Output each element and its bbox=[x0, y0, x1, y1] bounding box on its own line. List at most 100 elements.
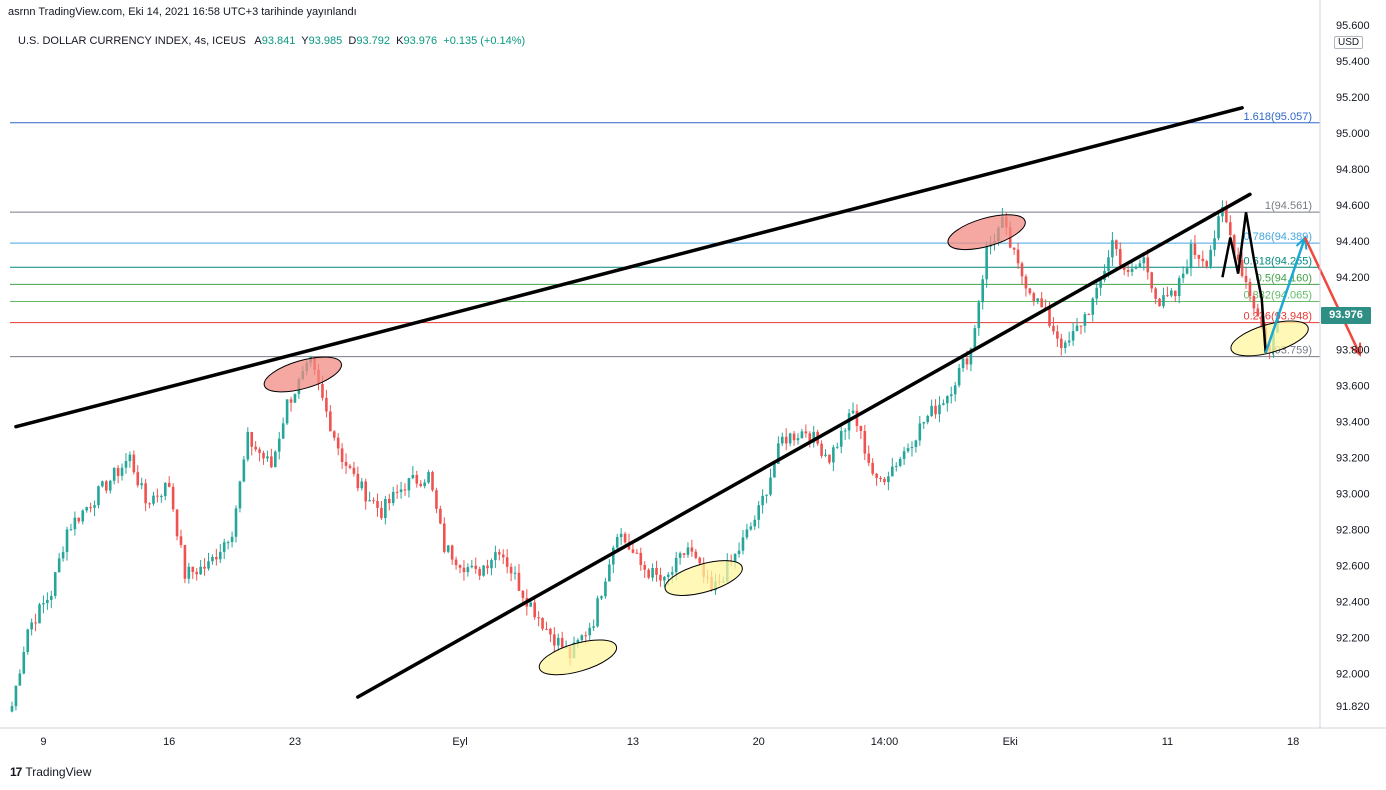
symbol-legend: U.S. DOLLAR CURRENCY INDEX, 4s, ICEUS A9… bbox=[18, 35, 525, 47]
publish-info: asrnn TradingView.com, Eki 14, 2021 16:5… bbox=[8, 6, 357, 18]
pattern-path bbox=[1221, 212, 1267, 353]
candle-body bbox=[891, 466, 894, 477]
y-tick-label: 93.800 bbox=[1336, 344, 1370, 356]
candle-body bbox=[898, 458, 902, 466]
y-tick-label: 93.000 bbox=[1336, 488, 1370, 500]
candle-body bbox=[796, 438, 800, 441]
change-value: +0.135 (+0.14%) bbox=[443, 35, 526, 47]
candle-body bbox=[105, 481, 108, 491]
candle-body bbox=[902, 451, 906, 459]
candle-body bbox=[910, 447, 914, 449]
y-tick-label: 93.400 bbox=[1336, 416, 1370, 428]
candle-body bbox=[839, 430, 843, 447]
tradingview-logo[interactable]: 17 TradingView bbox=[10, 765, 91, 779]
candle-body bbox=[211, 556, 214, 562]
candle-body bbox=[42, 603, 45, 605]
candle-body bbox=[1166, 295, 1169, 297]
candle-body bbox=[737, 550, 741, 554]
candle-body bbox=[859, 426, 863, 431]
y-tick-label: 94.800 bbox=[1336, 164, 1370, 176]
candle-body bbox=[745, 529, 749, 538]
x-tick-label: 18 bbox=[1287, 736, 1299, 748]
candle-body bbox=[1126, 269, 1130, 272]
candle-body bbox=[1197, 254, 1201, 259]
candle-body bbox=[812, 431, 816, 443]
candle-body bbox=[1205, 261, 1209, 267]
candle-body bbox=[957, 368, 961, 386]
candle-body bbox=[470, 565, 474, 568]
y-tick-label: 94.400 bbox=[1336, 236, 1370, 248]
candle-body bbox=[529, 602, 533, 607]
symbol-name[interactable]: U.S. DOLLAR CURRENCY INDEX, 4s, ICEUS bbox=[18, 35, 246, 47]
resistance-touch-2 bbox=[947, 214, 1026, 251]
high-label: Y bbox=[301, 35, 309, 47]
candle-body bbox=[1032, 293, 1036, 302]
candle-body bbox=[1130, 268, 1134, 272]
chart-drawings bbox=[14, 106, 1362, 699]
y-tick-label: 95.400 bbox=[1336, 56, 1370, 68]
candle-body bbox=[961, 358, 965, 369]
candle-body bbox=[584, 635, 588, 637]
close-value: 93.976 bbox=[403, 35, 438, 47]
candle-body bbox=[690, 547, 694, 552]
candle-body bbox=[918, 423, 922, 441]
candle-body bbox=[879, 478, 882, 480]
candle-body bbox=[435, 490, 438, 509]
candle-body bbox=[321, 383, 324, 398]
candle-body bbox=[93, 505, 96, 508]
candle-body bbox=[289, 399, 293, 403]
candle-body bbox=[1177, 278, 1181, 297]
fib-level-label: 0.5(94.160) bbox=[1256, 272, 1312, 284]
candle-body bbox=[344, 461, 348, 466]
candle-body bbox=[894, 465, 898, 467]
candle-body bbox=[148, 503, 151, 505]
candle-body bbox=[545, 628, 548, 630]
candle-body bbox=[144, 483, 147, 504]
candle-body bbox=[1056, 331, 1059, 339]
candle-body bbox=[914, 440, 918, 448]
candle-body bbox=[1201, 258, 1205, 262]
candle-body bbox=[615, 537, 619, 548]
x-tick-label: 14:00 bbox=[871, 736, 899, 748]
candle-body bbox=[57, 558, 61, 573]
candle-body bbox=[1217, 216, 1220, 239]
currency-selector[interactable]: USD bbox=[1334, 36, 1364, 49]
candle-body bbox=[804, 431, 808, 434]
candle-body bbox=[234, 508, 238, 537]
candle-body bbox=[399, 489, 403, 492]
candle-body bbox=[922, 422, 926, 424]
candle-body bbox=[128, 454, 132, 462]
candle-body bbox=[431, 472, 434, 491]
candle-body bbox=[694, 551, 698, 558]
candle-body bbox=[18, 673, 22, 686]
y-tick-label: 94.200 bbox=[1336, 272, 1370, 284]
candle-body bbox=[981, 279, 985, 303]
candle-body bbox=[22, 652, 26, 674]
candle-body bbox=[395, 491, 399, 493]
candle-body bbox=[191, 566, 195, 572]
candle-body bbox=[427, 472, 430, 483]
candle-body bbox=[450, 545, 454, 560]
candle-body bbox=[655, 568, 658, 575]
candle-body bbox=[843, 430, 847, 432]
candle-body bbox=[580, 635, 584, 641]
candle-body bbox=[1071, 331, 1075, 341]
candle-body bbox=[1122, 265, 1126, 270]
resistance-touch-1 bbox=[263, 356, 342, 393]
candle-body bbox=[553, 634, 556, 646]
candle-body bbox=[462, 567, 466, 573]
candle-body bbox=[89, 507, 92, 509]
candle-body bbox=[167, 482, 171, 487]
candle-body bbox=[384, 498, 387, 519]
candle-body bbox=[171, 486, 175, 510]
candle-body bbox=[541, 618, 544, 629]
support-touch-1 bbox=[538, 639, 618, 676]
candle-body bbox=[163, 482, 167, 497]
candle-body bbox=[340, 448, 344, 462]
candle-body bbox=[152, 495, 155, 504]
candle-body bbox=[501, 554, 505, 558]
candle-body bbox=[639, 552, 643, 566]
candle-body bbox=[77, 517, 81, 522]
